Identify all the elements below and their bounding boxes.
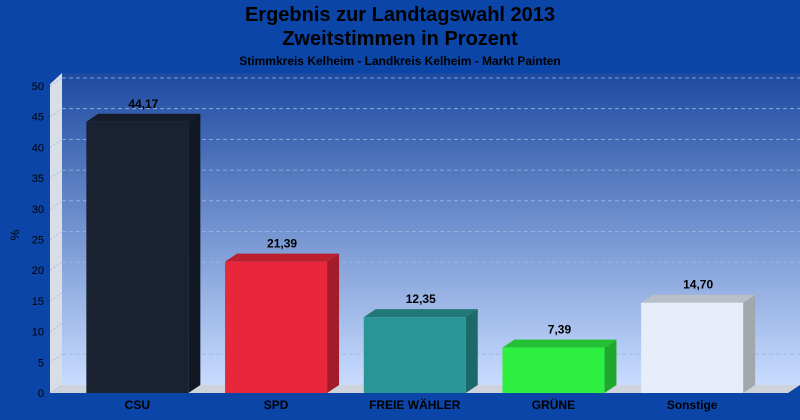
bar-2: 12,35 (363, 292, 478, 393)
y-tick-label: 0 (38, 388, 44, 400)
gridline-side (49, 77, 63, 87)
bar-top (641, 294, 756, 303)
y-tick-label: 5 (38, 357, 44, 369)
x-tick-label: Sonstige (667, 398, 718, 412)
bar-side (743, 294, 756, 393)
x-tick-label: SPD (264, 398, 289, 412)
bar-3: 7,39 (502, 323, 617, 393)
gridline-side (49, 200, 63, 210)
bar-side (465, 309, 478, 393)
gridline-side (49, 139, 63, 148)
bar-front (502, 347, 605, 393)
data-label: 7,39 (548, 323, 572, 337)
gridline-side (49, 261, 63, 271)
bar-top (86, 113, 201, 122)
x-axis-labels: CSU SPD FREIE WÄHLER GRÜNE Sonstige (125, 397, 718, 412)
y-tick-label: 30 (32, 204, 44, 216)
bar-side (604, 339, 617, 393)
bars: 44,17 21,39 12,35 7,39 14,70 (86, 97, 756, 393)
bar-front (363, 317, 466, 393)
bar-front (86, 121, 189, 393)
gridline-side (49, 292, 63, 302)
gridline-side (49, 231, 63, 240)
y-tick-label: 35 (32, 173, 44, 185)
data-label: 21,39 (267, 237, 297, 251)
y-tick-label: 40 (32, 142, 44, 154)
x-tick-label: CSU (125, 398, 150, 412)
x-tick-label: GRÜNE (532, 397, 575, 412)
y-tick-label: 10 (32, 327, 44, 339)
gridline-side (49, 323, 63, 332)
y-tick-label: 25 (32, 235, 44, 247)
y-tick-label: 15 (32, 296, 44, 308)
side-wall (50, 73, 62, 393)
y-tick-label: 45 (32, 112, 44, 124)
bar-front (225, 261, 328, 393)
y-axis-label: % (8, 229, 22, 240)
data-label: 44,17 (128, 97, 158, 111)
bar-1: 21,39 (225, 237, 340, 393)
bar-side (327, 253, 340, 393)
bar-4: 14,70 (641, 278, 756, 393)
x-tick-label: FREIE WÄHLER (369, 397, 461, 412)
y-tick-label: 50 (32, 81, 44, 93)
gridline-side (49, 169, 63, 179)
bar-front (641, 302, 744, 393)
bar-side (188, 113, 201, 393)
bar-top (502, 339, 617, 348)
bar-top (363, 309, 478, 318)
data-label: 14,70 (683, 278, 713, 292)
gridline-side (49, 353, 63, 363)
chart-subtitle-line: Zweitstimmen in Prozent (282, 28, 518, 50)
bar-top (225, 253, 340, 262)
y-axis-ticks: 0 5 10 15 20 25 30 35 40 45 50 (32, 81, 44, 400)
bar-0: 44,17 (86, 97, 201, 393)
y-tick-label: 20 (32, 265, 44, 277)
chart-subtitle: Stimmkreis Kelheim - Landkreis Kelheim -… (239, 54, 561, 68)
data-label: 12,35 (406, 292, 436, 306)
chart-title: Ergebnis zur Landtagswahl 2013 (244, 4, 556, 26)
gridline-side (49, 108, 63, 118)
